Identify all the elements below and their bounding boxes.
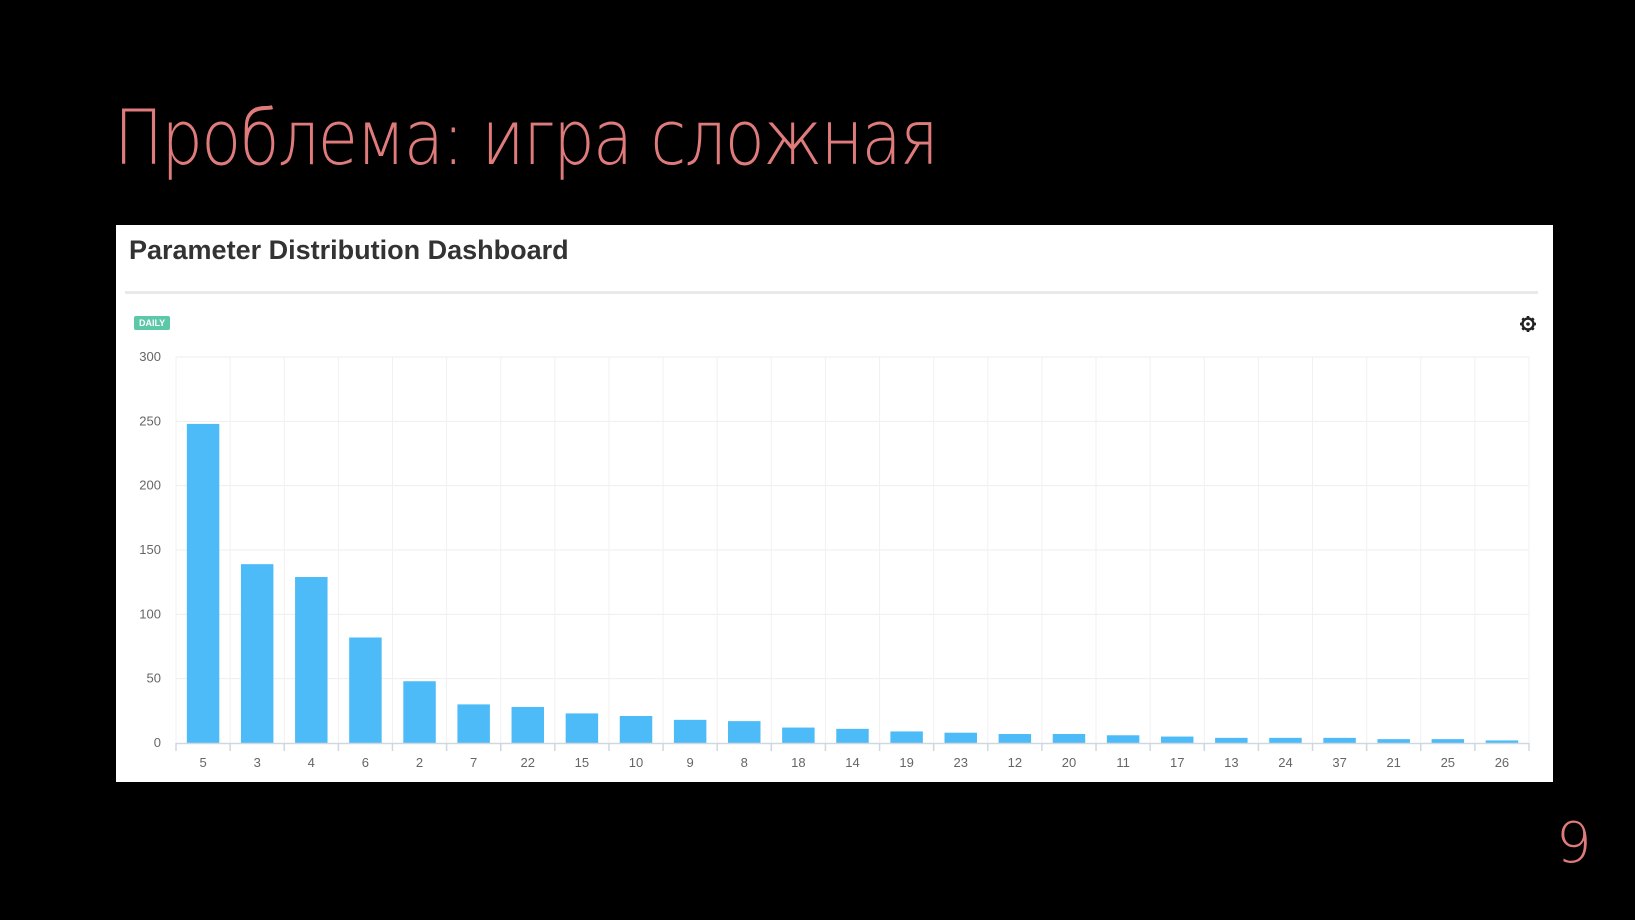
y-tick-label: 0	[154, 735, 161, 750]
bar[interactable]	[186, 423, 220, 743]
bar[interactable]	[349, 637, 382, 743]
bar[interactable]	[944, 732, 977, 743]
bar[interactable]	[1323, 737, 1356, 743]
y-tick-label: 200	[139, 478, 161, 493]
bar[interactable]	[836, 728, 869, 743]
bar[interactable]	[511, 706, 545, 743]
x-tick-label: 14	[845, 755, 859, 770]
slide-title: Проблема: игра сложная	[114, 93, 939, 182]
x-tick-label: 6	[362, 755, 369, 770]
x-tick-label: 5	[199, 755, 206, 770]
x-tick-label: 2	[416, 755, 423, 770]
y-tick-label: 300	[139, 349, 161, 364]
x-tick-label: 4	[308, 755, 315, 770]
x-tick-label: 12	[1008, 755, 1022, 770]
bar[interactable]	[403, 681, 436, 743]
x-tick-label: 13	[1224, 755, 1238, 770]
bar[interactable]	[1485, 740, 1519, 743]
bar-chart: 0 50 100 150 200 250 300 5 3 4 6 2 7 22 15 10 9 8 18 14 19 23…	[139, 349, 1530, 770]
x-tick-label: 11	[1116, 755, 1130, 770]
y-tick-label: 150	[139, 542, 161, 557]
y-tick-label: 250	[139, 413, 161, 428]
x-tick-label: 15	[575, 755, 589, 770]
bar[interactable]	[565, 713, 599, 743]
bar[interactable]	[457, 704, 490, 743]
dashboard-panel: Parameter Distribution Dashboard DAILY 0…	[116, 225, 1553, 782]
x-tick-label: 17	[1170, 755, 1184, 770]
bar[interactable]	[619, 715, 653, 743]
bar[interactable]	[1106, 735, 1140, 743]
x-tick-label: 10	[629, 755, 643, 770]
bar[interactable]	[1160, 736, 1194, 743]
x-tick-label: 22	[521, 755, 535, 770]
x-tick-label: 21	[1386, 755, 1400, 770]
x-tick-label: 18	[791, 755, 805, 770]
bar[interactable]	[728, 721, 761, 743]
bar[interactable]	[782, 727, 815, 743]
bar[interactable]	[1215, 737, 1248, 743]
bar[interactable]	[673, 719, 707, 743]
page-number: 9	[1556, 811, 1592, 876]
x-tick-label: 3	[254, 755, 261, 770]
x-tick-label: 25	[1441, 755, 1455, 770]
bar[interactable]	[1377, 739, 1410, 743]
y-tick-label: 100	[139, 606, 161, 621]
bar[interactable]	[240, 564, 274, 743]
dashboard-title: Parameter Distribution Dashboard	[129, 235, 569, 265]
x-tick-label: 7	[470, 755, 477, 770]
x-tick-label: 26	[1495, 755, 1509, 770]
x-tick-label: 20	[1062, 755, 1076, 770]
x-tick-label: 9	[687, 755, 694, 770]
x-tick-label: 8	[741, 755, 748, 770]
x-tick-label: 19	[899, 755, 913, 770]
bar[interactable]	[1269, 737, 1302, 743]
bar[interactable]	[1431, 739, 1465, 743]
bar[interactable]	[1052, 733, 1086, 743]
x-tick-label: 24	[1278, 755, 1292, 770]
gear-icon[interactable]	[1518, 314, 1538, 334]
bar[interactable]	[890, 731, 923, 743]
title-divider	[125, 291, 1538, 294]
daily-badge[interactable]: DAILY	[134, 316, 171, 330]
x-tick-label: 37	[1332, 755, 1346, 770]
bar[interactable]	[295, 577, 328, 743]
y-tick-label: 50	[147, 671, 161, 686]
bar[interactable]	[998, 733, 1032, 743]
x-tick-label: 23	[954, 755, 968, 770]
